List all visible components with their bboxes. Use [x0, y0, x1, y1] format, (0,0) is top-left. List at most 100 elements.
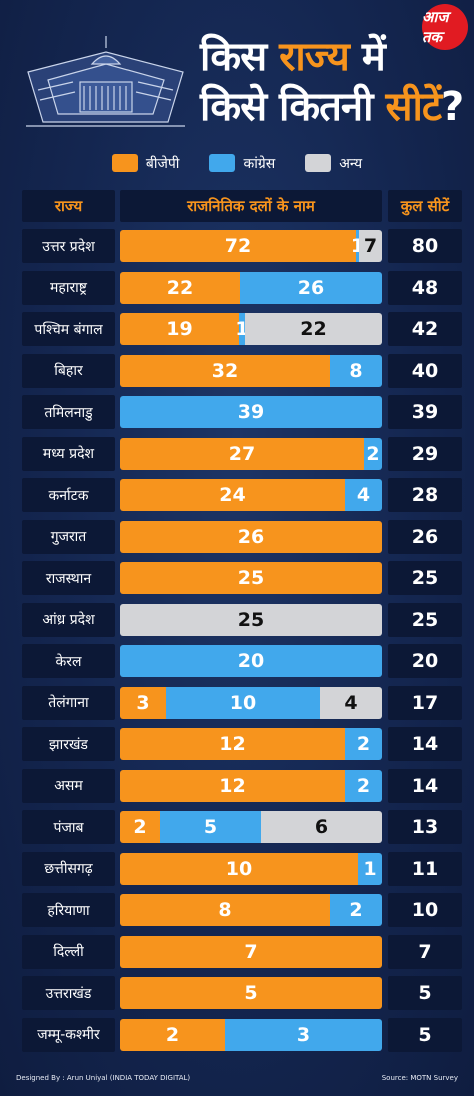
bar-segment-congress: 10	[166, 686, 320, 719]
total-seats: 10	[388, 893, 462, 927]
table-row: असम 12 2 14	[22, 768, 462, 803]
state-label: केरल	[22, 644, 115, 678]
state-label: आंध्र प्रदेश	[22, 602, 115, 637]
state-label: झारखंड	[22, 727, 115, 761]
table-row: बिहार 32 8 40	[22, 353, 462, 388]
state-label: पश्चिम बंगाल	[22, 312, 115, 346]
title-line-1: किस राज्य में	[200, 34, 386, 80]
state-label: राजस्थान	[22, 561, 115, 595]
total-seats: 26	[388, 519, 462, 554]
stacked-bar: 22 26	[120, 271, 382, 304]
stacked-bar: 5	[120, 977, 382, 1009]
total-seats: 80	[388, 229, 462, 263]
table-row: उत्तराखंड 5 5	[22, 976, 462, 1010]
total-seats: 25	[388, 561, 462, 595]
table-row: उत्तर प्रदेश 72 1 7 80	[22, 229, 462, 263]
bar-segment-bjp: 3	[120, 686, 166, 719]
stacked-bar: 12 2	[120, 769, 382, 802]
state-label: उत्तर प्रदेश	[22, 229, 115, 263]
table-row: दिल्ली 7 7	[22, 934, 462, 969]
bar-segment-bjp: 32	[120, 354, 330, 387]
bar-segment-bjp: 5	[120, 977, 382, 1009]
stacked-bar: 25	[120, 603, 382, 636]
total-seats: 5	[388, 1017, 462, 1052]
table-row: पश्चिम बंगाल 19 1 22 42	[22, 312, 462, 346]
designer-credit: Designed By : Arun Uniyal (INDIA TODAY D…	[16, 1074, 191, 1082]
bar-segment-congress: 8	[330, 354, 382, 387]
bar-segment-others: 4	[320, 686, 382, 719]
column-header-state: राज्य	[22, 190, 115, 222]
total-seats: 40	[388, 353, 462, 388]
table-row: केरल 20 20	[22, 644, 462, 678]
legend-item-congress: कांग्रेस	[209, 152, 275, 174]
bar-segment-congress: 2	[364, 437, 382, 470]
bar-segment-others: 6	[261, 811, 382, 843]
legend-label-bjp: बीजेपी	[145, 155, 180, 172]
bar-segment-congress: 1	[358, 852, 382, 885]
state-label: मध्य प्रदेश	[22, 436, 115, 471]
state-label: जम्मू-कश्मीर	[22, 1017, 115, 1052]
table-row: तमिलनाडु 39 39	[22, 395, 462, 429]
title-word-highlight: सीटें	[385, 84, 442, 130]
stacked-bar: 20	[120, 645, 382, 677]
bar-segment-bjp: 19	[120, 313, 239, 345]
state-label: कर्नाटक	[22, 478, 115, 512]
total-seats: 17	[388, 685, 462, 720]
total-seats: 13	[388, 810, 462, 844]
bar-segment-bjp: 8	[120, 894, 330, 926]
table-row: जम्मू-कश्मीर 2 3 5	[22, 1017, 462, 1052]
bar-segment-bjp: 10	[120, 852, 358, 885]
state-label: पंजाब	[22, 810, 115, 844]
parliament-building-icon	[26, 36, 185, 127]
source-note: Source: MOTN Survey	[381, 1074, 458, 1082]
legend-item-bjp: बीजेपी	[111, 152, 180, 174]
stacked-bar: 12 2	[120, 728, 382, 760]
total-seats: 28	[388, 478, 462, 512]
stacked-bar: 10 1	[120, 852, 382, 885]
state-label: उत्तराखंड	[22, 976, 115, 1010]
stacked-bar: 39	[120, 396, 382, 428]
bar-segment-bjp: 72	[120, 230, 356, 262]
total-seats: 11	[388, 851, 462, 886]
total-seats: 25	[388, 602, 462, 637]
stacked-bar: 27 2	[120, 437, 382, 470]
state-label: दिल्ली	[22, 934, 115, 969]
bar-segment-congress: 26	[240, 271, 382, 304]
state-label: तमिलनाडु	[22, 395, 115, 429]
title-question-mark: ?	[441, 84, 464, 130]
state-label: हरियाणा	[22, 893, 115, 927]
title-line-2: किसे कितनी सीटें?	[200, 84, 464, 130]
bar-segment-congress: 2	[345, 728, 382, 760]
state-label: बिहार	[22, 353, 115, 388]
state-label: महाराष्ट्र	[22, 270, 115, 305]
total-seats: 48	[388, 270, 462, 305]
table-row: कर्नाटक 24 4 28	[22, 478, 462, 512]
state-label: छत्तीसगढ़	[22, 851, 115, 886]
total-seats: 7	[388, 934, 462, 969]
title-word: किस	[200, 34, 267, 80]
total-seats: 14	[388, 768, 462, 803]
table-row: गुजरात 26 26	[22, 519, 462, 554]
legend-item-others: अन्य	[305, 152, 362, 174]
bar-segment-bjp: 24	[120, 479, 345, 511]
bar-segment-congress: 2	[345, 769, 382, 802]
total-seats: 5	[388, 976, 462, 1010]
stacked-bar: 3 10 4	[120, 686, 382, 719]
stacked-bar: 26	[120, 520, 382, 553]
total-seats: 14	[388, 727, 462, 761]
bar-segment-bjp: 12	[120, 728, 345, 760]
bar-segment-bjp: 26	[120, 520, 382, 553]
bar-segment-others: 25	[120, 603, 382, 636]
chart-legend: बीजेपी कांग्रेस अन्य	[0, 152, 474, 174]
footer: Designed By : Arun Uniyal (INDIA TODAY D…	[0, 1074, 474, 1086]
legend-swatch-bjp	[111, 154, 138, 172]
bar-segment-congress: 4	[345, 479, 382, 511]
aaj-tak-logo: आज तक	[422, 4, 468, 50]
total-seats: 42	[388, 312, 462, 346]
bar-segment-others: 22	[245, 313, 382, 345]
stacked-bar: 7	[120, 935, 382, 968]
bar-segment-bjp: 2	[120, 811, 160, 843]
state-label: असम	[22, 768, 115, 803]
